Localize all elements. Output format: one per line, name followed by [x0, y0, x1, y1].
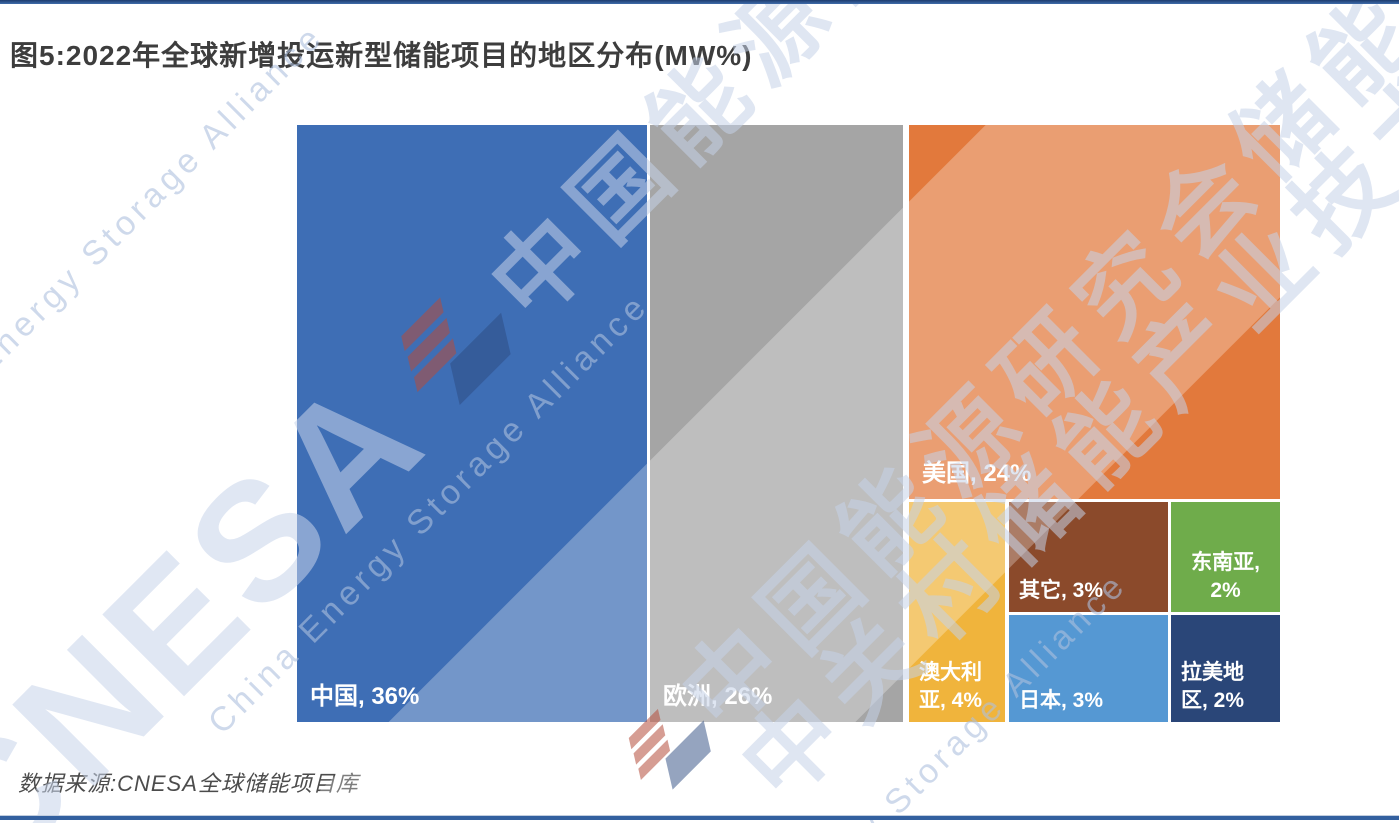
treemap-tile-japan: 日本, 3% — [1009, 615, 1168, 722]
treemap-tile-latin-america: 拉美地区, 2% — [1171, 615, 1280, 722]
tile-label-australia: 澳大利亚, 4% — [919, 661, 983, 712]
treemap-tile-china: 中国, 36% — [297, 125, 647, 722]
watermark-org-en: China Energy Storage Alliance — [0, 16, 332, 473]
chart-title: 图5:2022年全球新增投运新型储能项目的地区分布(MW%) — [10, 40, 753, 71]
treemap-tile-other: 其它, 3% — [1009, 502, 1168, 612]
treemap-tile-europe: 欧洲, 26% — [650, 125, 903, 722]
bottom-divider — [0, 815, 1399, 820]
treemap-tile-usa: 美国, 24% — [909, 125, 1280, 499]
treemap-tile-southeast-asia: 东南亚, 2% — [1171, 502, 1280, 612]
tile-label-usa: 美国, 24% — [922, 459, 1032, 487]
top-divider — [0, 0, 1399, 4]
tile-label-southeast-asia: 东南亚, 2% — [1191, 551, 1260, 602]
tile-label-europe: 欧洲, 26% — [663, 682, 773, 710]
data-source-note: 数据来源:CNESA全球储能项目库 — [18, 771, 359, 796]
tile-label-latin-america: 拉美地区, 2% — [1181, 661, 1245, 712]
tile-label-japan: 日本, 3% — [1019, 688, 1104, 712]
tile-label-other: 其它, 3% — [1019, 578, 1104, 602]
treemap-chart: 中国, 36% 欧洲, 26% 美国, 24% 澳大利亚, 4% 其它, 3% … — [297, 125, 1280, 722]
treemap-tile-australia: 澳大利亚, 4% — [909, 502, 1005, 722]
tile-label-china: 中国, 36% — [310, 682, 420, 710]
